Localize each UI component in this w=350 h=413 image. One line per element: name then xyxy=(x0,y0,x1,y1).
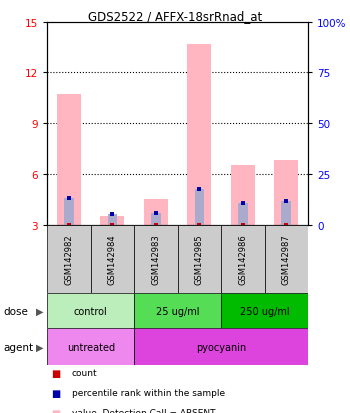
Bar xyxy=(144,200,168,225)
Text: 250 ug/ml: 250 ug/ml xyxy=(240,306,289,316)
Text: agent: agent xyxy=(4,342,34,352)
Bar xyxy=(47,293,134,328)
Text: GSM142987: GSM142987 xyxy=(282,234,291,285)
Text: ■: ■ xyxy=(51,388,60,398)
Bar xyxy=(177,225,221,293)
Bar xyxy=(231,166,255,225)
Text: percentile rank within the sample: percentile rank within the sample xyxy=(72,388,225,397)
Bar xyxy=(134,328,308,366)
Text: ▶: ▶ xyxy=(36,342,44,352)
Text: untreated: untreated xyxy=(66,342,115,352)
Text: GSM142982: GSM142982 xyxy=(64,234,74,285)
Text: ■: ■ xyxy=(51,408,60,413)
Text: control: control xyxy=(74,306,107,316)
Text: ■: ■ xyxy=(51,368,60,378)
Text: pyocyanin: pyocyanin xyxy=(196,342,246,352)
Bar xyxy=(187,45,211,225)
Text: GSM142985: GSM142985 xyxy=(195,234,204,285)
Bar xyxy=(134,225,177,293)
Text: ▶: ▶ xyxy=(36,306,44,316)
Text: 25 ug/ml: 25 ug/ml xyxy=(156,306,199,316)
Text: GSM142983: GSM142983 xyxy=(152,234,160,285)
Bar xyxy=(238,203,247,225)
Text: dose: dose xyxy=(4,306,28,316)
Bar xyxy=(57,95,81,225)
Bar xyxy=(134,293,221,328)
Bar xyxy=(281,202,291,225)
Text: GDS2522 / AFFX-18srRnad_at: GDS2522 / AFFX-18srRnad_at xyxy=(88,10,262,23)
Text: GSM142984: GSM142984 xyxy=(108,234,117,285)
Bar xyxy=(100,217,124,225)
Bar xyxy=(47,328,134,366)
Bar xyxy=(108,215,117,225)
Bar xyxy=(265,225,308,293)
Text: count: count xyxy=(72,368,97,377)
Text: value, Detection Call = ABSENT: value, Detection Call = ABSENT xyxy=(72,408,215,413)
Text: GSM142986: GSM142986 xyxy=(238,234,247,285)
Bar xyxy=(221,225,265,293)
Bar xyxy=(47,225,91,293)
Bar xyxy=(91,225,134,293)
Bar xyxy=(221,293,308,328)
Bar xyxy=(274,161,298,225)
Bar xyxy=(151,213,161,225)
Bar xyxy=(195,190,204,225)
Bar xyxy=(64,198,74,225)
